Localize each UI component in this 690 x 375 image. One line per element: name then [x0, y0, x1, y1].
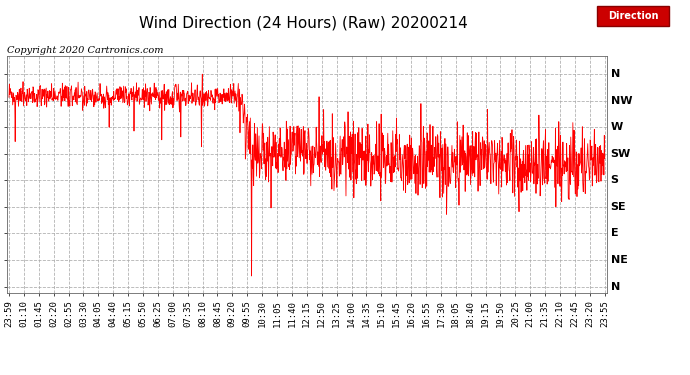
Text: NW: NW [611, 96, 632, 105]
Text: Wind Direction (24 Hours) (Raw) 20200214: Wind Direction (24 Hours) (Raw) 20200214 [139, 15, 468, 30]
Text: N: N [611, 282, 620, 292]
Text: N: N [611, 69, 620, 79]
Text: S: S [611, 175, 619, 185]
Text: W: W [611, 122, 623, 132]
Text: SE: SE [611, 202, 627, 212]
Text: SW: SW [611, 149, 631, 159]
Text: Copyright 2020 Cartronics.com: Copyright 2020 Cartronics.com [7, 46, 164, 55]
Text: NE: NE [611, 255, 627, 265]
Text: Direction: Direction [608, 11, 658, 21]
Text: E: E [611, 228, 618, 238]
